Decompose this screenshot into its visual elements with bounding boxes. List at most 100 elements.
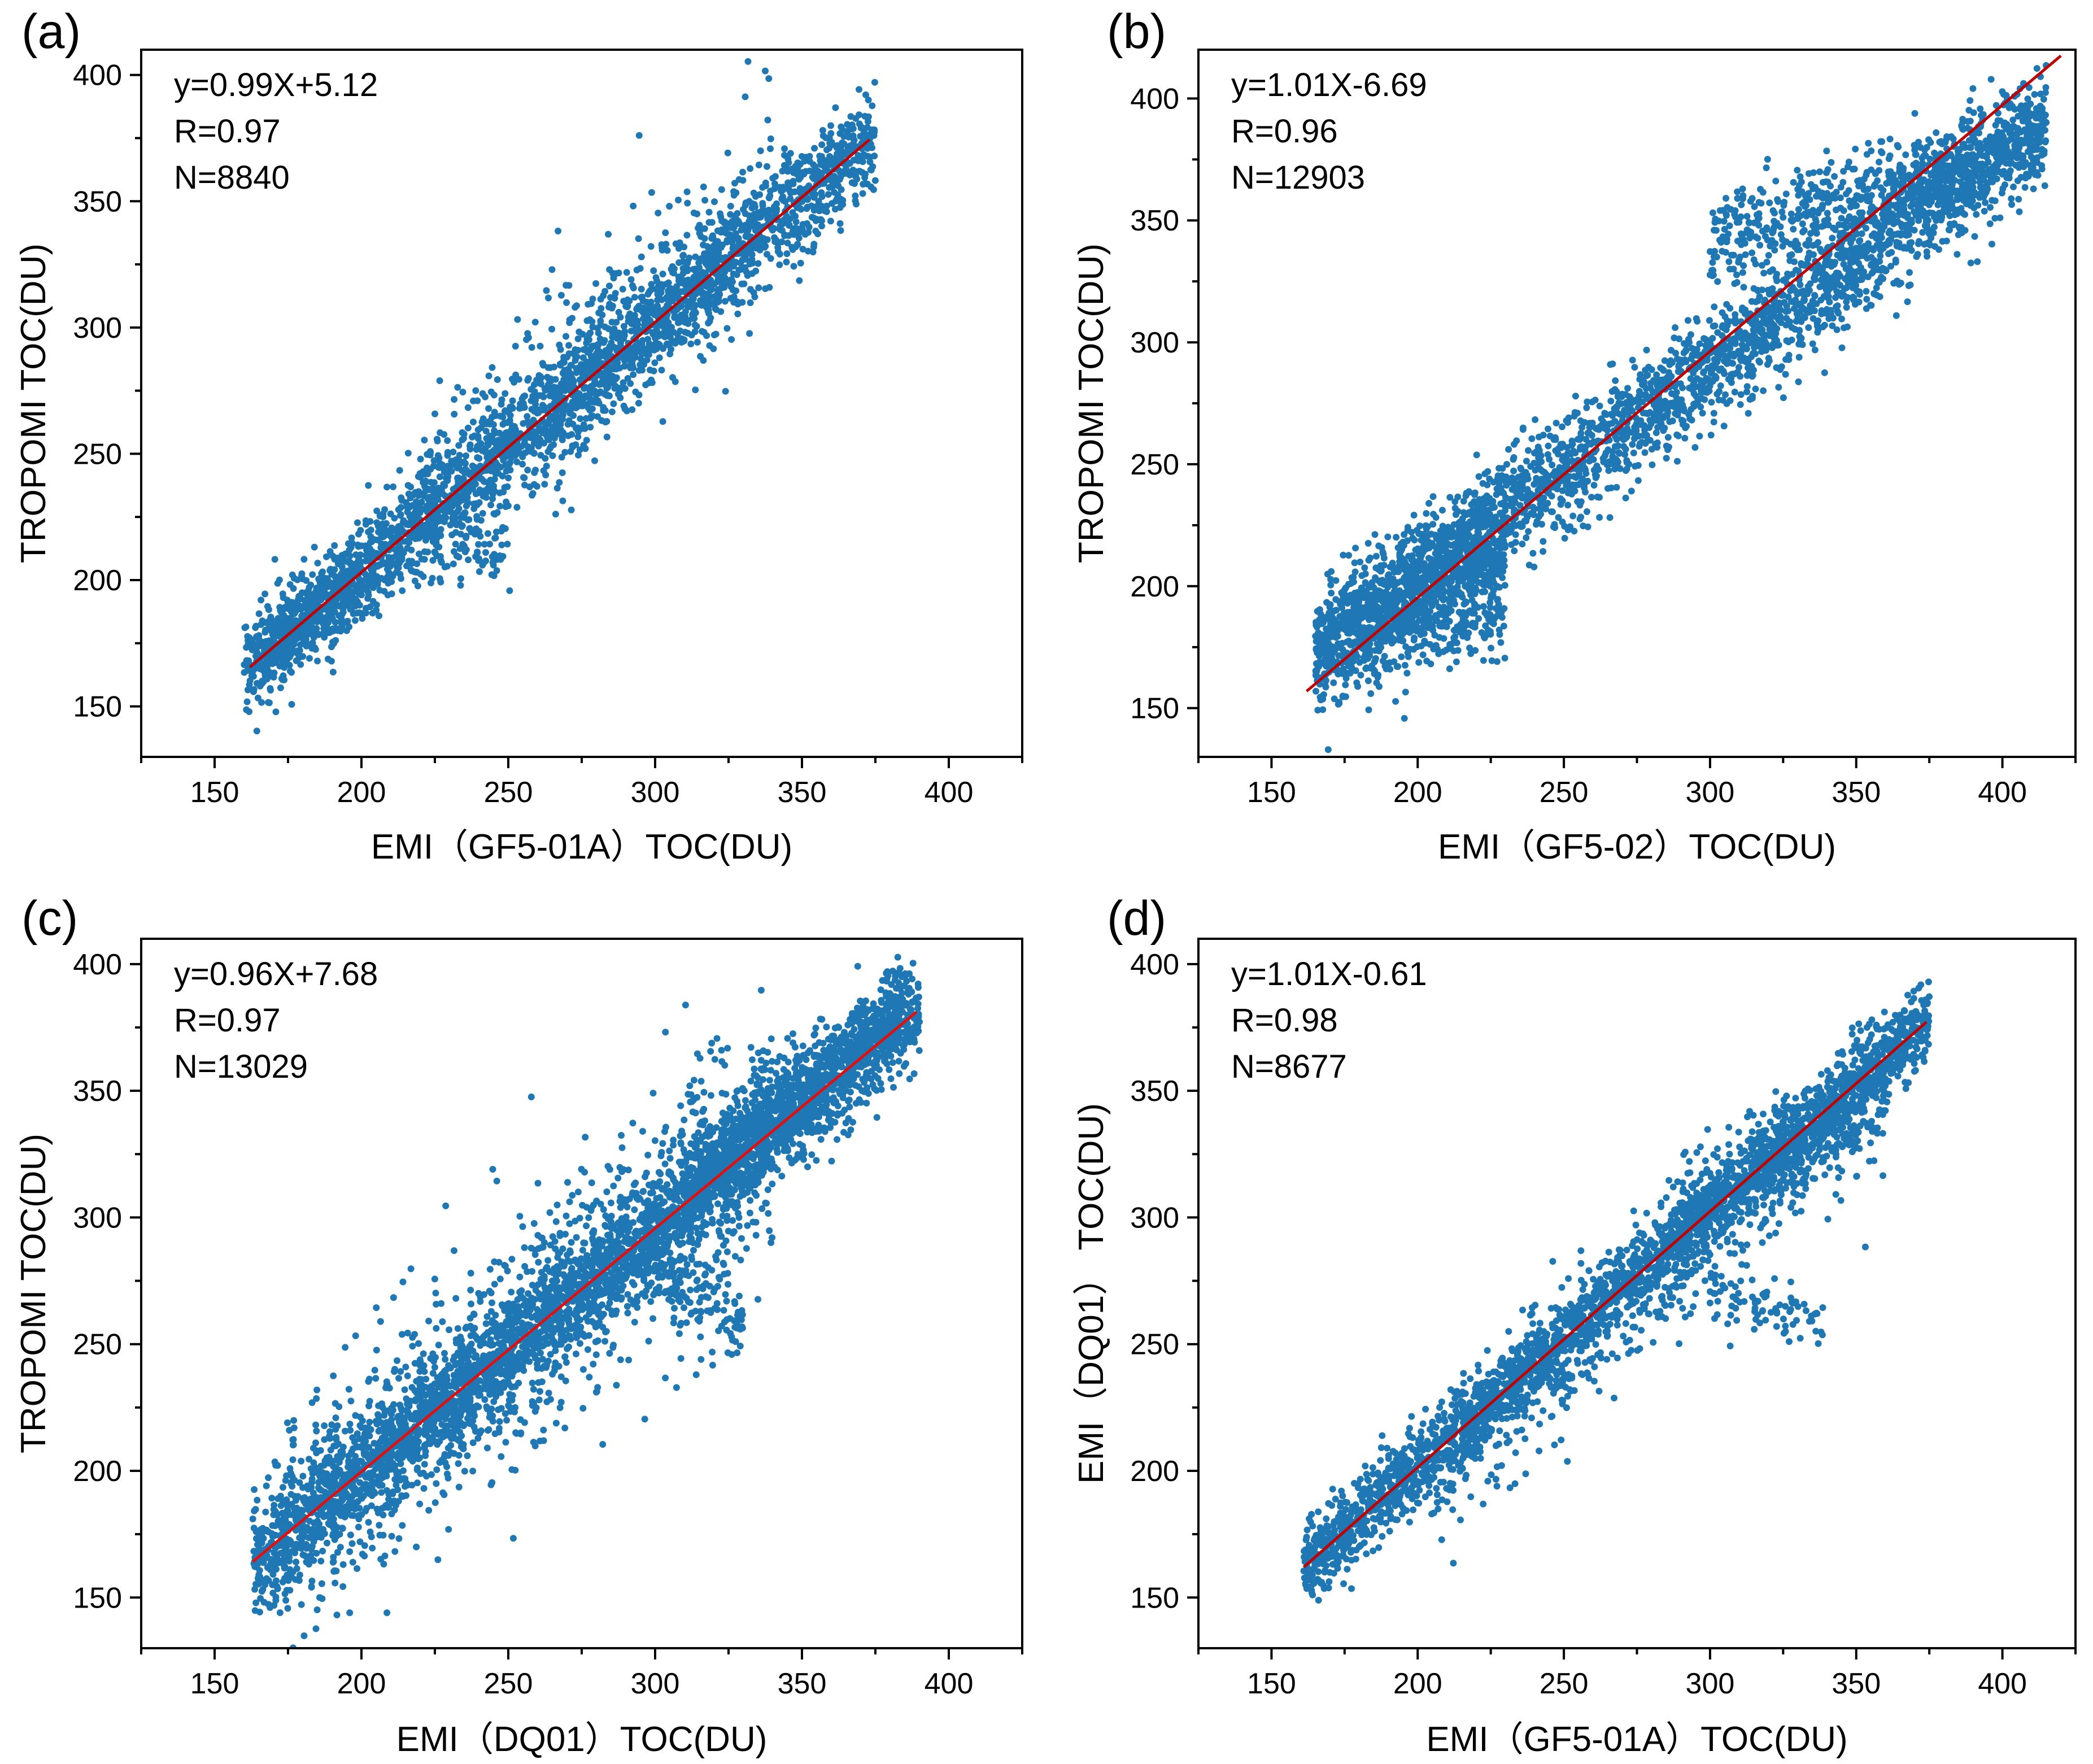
scatter-point [1332, 577, 1340, 584]
scatter-point [615, 329, 622, 337]
scatter-point [547, 386, 554, 394]
scatter-point [1760, 387, 1767, 394]
scatter-point [634, 304, 641, 311]
scatter-point [499, 524, 507, 531]
scatter-point [323, 613, 330, 621]
scatter-point [848, 179, 856, 186]
scatter-point [397, 511, 404, 518]
scatter-point [710, 345, 717, 352]
scatter-point [822, 134, 830, 141]
scatter-point [550, 393, 557, 400]
scatter-point [2021, 184, 2029, 191]
scatter-point [574, 390, 582, 397]
scatter-point [797, 206, 805, 213]
scatter-point [590, 381, 598, 388]
scatter-point [495, 445, 503, 452]
scatter-point [519, 453, 526, 460]
scatter-point [1425, 500, 1433, 507]
x-tick-label: 350 [778, 776, 827, 809]
scatter-point [1423, 510, 1430, 517]
scatter-point [276, 604, 284, 611]
scatter-point [532, 397, 539, 404]
scatter-point [1512, 531, 1519, 538]
scatter-point [569, 443, 576, 451]
scatter-point [1977, 105, 1984, 112]
scatter-point [1328, 590, 1335, 596]
scatter-point [1986, 220, 1994, 228]
scatter-point [274, 615, 282, 622]
scatter-point [765, 75, 773, 82]
scatter-point [842, 165, 849, 172]
scatter-point [463, 452, 469, 459]
scatter-point [789, 228, 796, 235]
scatter-point [631, 342, 639, 350]
scatter-point [610, 400, 617, 407]
scatter-point [629, 406, 636, 413]
scatter-point [729, 218, 736, 225]
fit-line [248, 138, 871, 669]
x-tick-label: 400 [925, 776, 974, 809]
scatter-point [700, 329, 708, 336]
scatter-point [823, 202, 830, 210]
scatter-point [424, 548, 431, 556]
scatter-point [416, 550, 422, 557]
scatter-point [672, 240, 679, 247]
scatter-point [319, 590, 326, 598]
scatter-point [332, 619, 339, 626]
scatter-point [730, 188, 738, 195]
scatter-point [250, 688, 257, 695]
scatter-point [448, 502, 456, 509]
scatter-point [712, 330, 720, 338]
scatter-point [489, 364, 496, 371]
scatter-point [832, 104, 839, 111]
scatter-point [506, 417, 513, 424]
scatter-point [1525, 447, 1532, 454]
scatter-point [648, 189, 655, 196]
scatter-point [518, 395, 526, 403]
scatter-point [756, 191, 764, 198]
scatter-point [540, 439, 548, 447]
scatter-point [699, 290, 706, 298]
scatter-point [827, 122, 834, 129]
scatter-point [503, 429, 511, 436]
scatter-point [691, 328, 699, 336]
scatter-point [364, 545, 372, 552]
scatter-point [796, 277, 803, 284]
scatter-point [556, 419, 564, 426]
scatter-point [378, 574, 385, 582]
scatter-point [2008, 195, 2015, 202]
scatter-point [1528, 435, 1536, 442]
x-tick-label: 250 [484, 776, 533, 809]
scatter-point [541, 481, 548, 488]
scatter-point [476, 499, 483, 506]
scatter-point [670, 308, 678, 316]
scatter-point [272, 708, 280, 716]
scatter-point [331, 566, 338, 573]
scatter-point [476, 441, 483, 448]
scatter-point [696, 230, 703, 237]
scatter-point [427, 530, 434, 537]
scatter-point [507, 412, 514, 419]
scatter-point [484, 485, 491, 492]
scatter-point [765, 206, 772, 214]
scatter-point [573, 353, 581, 360]
scatter-point [597, 295, 604, 303]
scatter-point [469, 433, 476, 441]
scatter-point [455, 478, 462, 485]
scatter-point [622, 303, 630, 310]
scatter-point [398, 494, 405, 502]
scatter-point [601, 337, 608, 344]
scatter-point [1693, 346, 1700, 353]
scatter-point [376, 512, 383, 520]
scatter-point [615, 308, 622, 316]
scatter-point [485, 442, 492, 449]
scatter-point [294, 650, 301, 657]
scatter-point [305, 607, 312, 615]
scatter-point [348, 534, 355, 542]
scatter-point [620, 298, 627, 305]
scatter-point [311, 543, 318, 551]
scatter-point [1384, 533, 1392, 541]
scatter-point [700, 183, 707, 190]
scatter-point [823, 208, 830, 215]
scatter-point [638, 253, 645, 260]
